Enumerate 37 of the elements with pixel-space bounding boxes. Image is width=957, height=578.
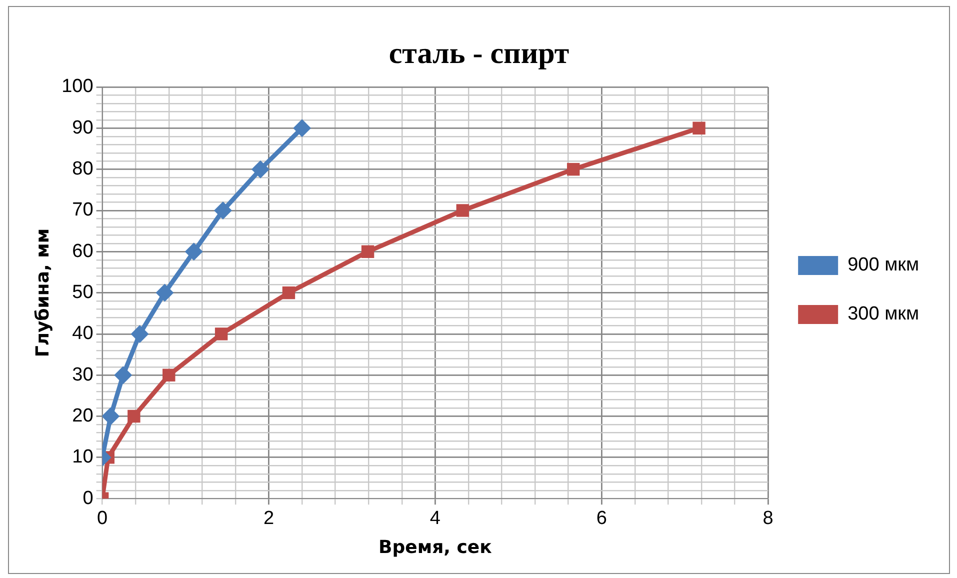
y-tick-label: 50: [72, 282, 94, 304]
point: [130, 324, 149, 343]
point: [214, 201, 232, 220]
point: [692, 122, 706, 135]
y-tick-label: 40: [72, 323, 94, 344]
y-tick-label: 0: [82, 488, 94, 509]
point: [114, 366, 132, 384]
legend-label: 300 мкм: [848, 304, 920, 325]
point: [214, 328, 228, 340]
legend-label: 900 мкм: [848, 254, 920, 276]
y-tick-label: 10: [72, 446, 94, 468]
y-tick-label: 70: [72, 200, 94, 221]
x-axis-title: Время, сек: [378, 536, 492, 558]
chart-title: сталь - спирт: [388, 36, 570, 70]
point: [293, 119, 312, 138]
point: [128, 410, 140, 423]
y-tick-label: 80: [72, 158, 94, 180]
y-tick-label: 90: [72, 117, 94, 138]
y-tick-label: 60: [72, 240, 94, 262]
y-tick-label: 30: [72, 364, 94, 386]
x-tick-label: 2: [263, 508, 274, 530]
y-axis-title: Глубина, мм: [32, 228, 54, 358]
y-tick-label: 20: [72, 406, 94, 427]
point: [282, 286, 296, 300]
point: [184, 242, 203, 261]
point: [162, 368, 176, 382]
x-tick-label: 4: [430, 508, 441, 530]
point: [251, 160, 270, 178]
point: [361, 245, 374, 258]
x-tick-label: 6: [596, 508, 607, 530]
x-tick-label: 0: [97, 508, 108, 530]
y-tick-label: 100: [62, 76, 94, 98]
point: [456, 204, 470, 217]
point: [102, 407, 120, 426]
point: [156, 284, 174, 302]
x-tick-label: 8: [762, 508, 774, 530]
point: [566, 162, 580, 176]
